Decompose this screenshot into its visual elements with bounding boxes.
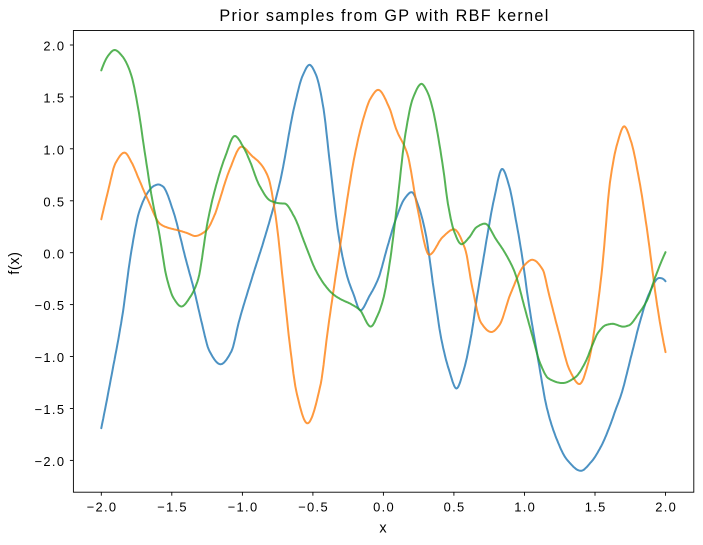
svg-text:−0.5: −0.5 (298, 500, 329, 515)
svg-text:0.0: 0.0 (373, 500, 395, 515)
svg-text:0.5: 0.5 (444, 500, 466, 515)
svg-text:1.5: 1.5 (585, 500, 607, 515)
svg-text:1.0: 1.0 (514, 500, 536, 515)
svg-text:2.0: 2.0 (655, 500, 677, 515)
svg-text:−2.0: −2.0 (87, 500, 118, 515)
svg-text:0.0: 0.0 (43, 246, 65, 261)
svg-text:−2.0: −2.0 (35, 454, 66, 469)
svg-text:−1.0: −1.0 (228, 500, 259, 515)
svg-text:−1.5: −1.5 (157, 500, 188, 515)
svg-text:−1.5: −1.5 (35, 402, 66, 417)
svg-text:f(x): f(x) (7, 251, 23, 274)
svg-text:1.5: 1.5 (43, 91, 65, 106)
svg-text:0.5: 0.5 (43, 194, 65, 209)
svg-text:x: x (379, 521, 387, 537)
svg-text:Prior samples from GP with RBF: Prior samples from GP with RBF kernel (219, 7, 549, 25)
svg-text:1.0: 1.0 (43, 142, 65, 157)
svg-text:2.0: 2.0 (43, 39, 65, 54)
svg-text:−0.5: −0.5 (35, 298, 66, 313)
svg-text:−1.0: −1.0 (35, 350, 66, 365)
